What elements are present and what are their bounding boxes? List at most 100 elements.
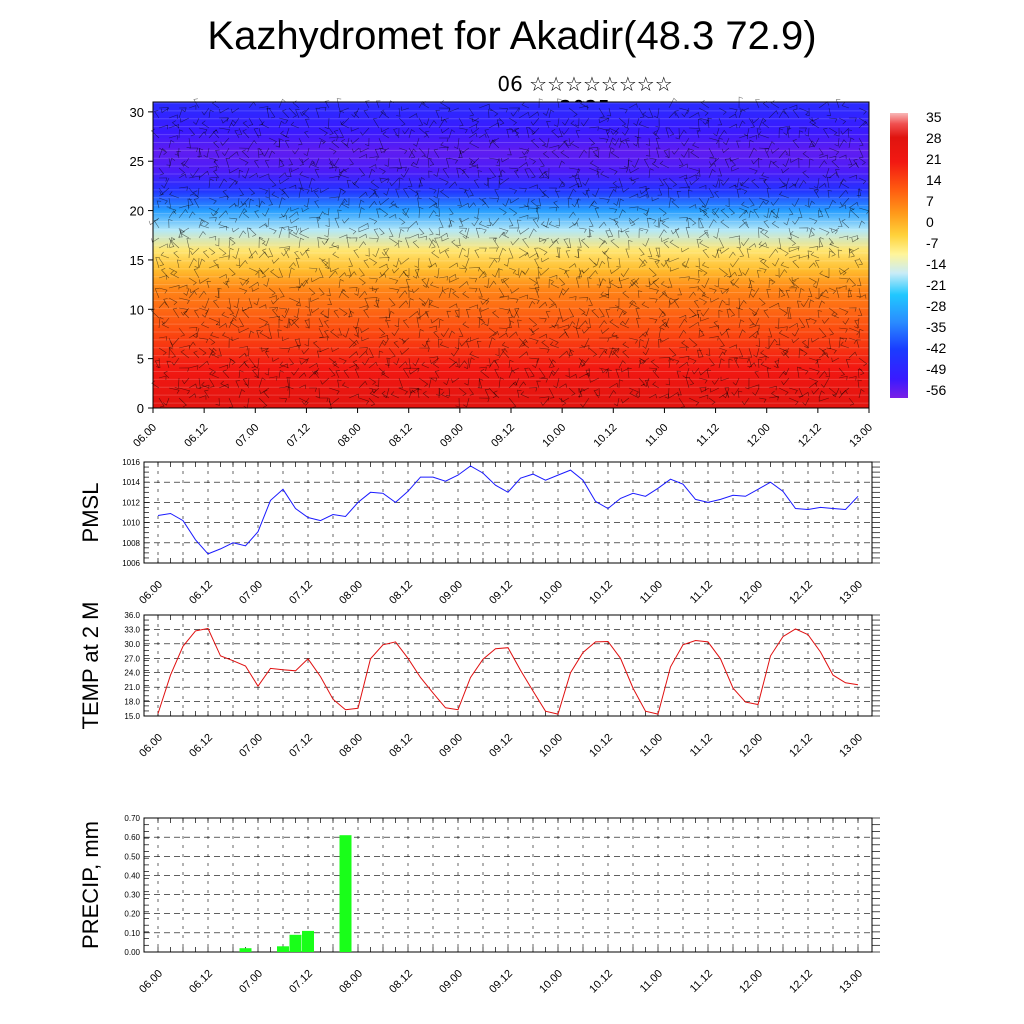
wind-barb xyxy=(218,178,227,189)
wind-barb xyxy=(488,327,498,337)
y-tick-label: 15 xyxy=(130,253,144,268)
wind-barb xyxy=(488,107,499,117)
wind-barb xyxy=(358,267,365,277)
wind-barb xyxy=(508,397,517,409)
wind-barb xyxy=(318,137,326,145)
colorbar-label: 21 xyxy=(926,151,942,167)
wind-barb xyxy=(548,337,559,346)
wind-barb xyxy=(298,384,307,389)
y-axis-label: PRECIP, mm xyxy=(78,821,103,949)
wind-barb xyxy=(197,147,202,158)
wind-barb xyxy=(608,147,615,159)
wind-barb xyxy=(713,227,720,239)
wind-barb xyxy=(728,307,736,317)
wind-barb xyxy=(608,167,618,175)
wind-barb xyxy=(530,138,540,149)
wind-barb xyxy=(737,390,743,399)
wind-barb xyxy=(530,199,540,209)
wind-barb xyxy=(373,188,380,199)
wind-barb xyxy=(577,237,582,248)
wind-barb xyxy=(178,167,186,176)
wind-barb xyxy=(251,287,260,292)
wind-barb xyxy=(361,336,370,342)
wind-barb xyxy=(418,147,426,157)
x-tick-label: 11.00 xyxy=(638,579,665,606)
wind-barb xyxy=(810,251,820,259)
wind-barb xyxy=(418,227,425,236)
wind-barb xyxy=(333,129,340,139)
wind-barb xyxy=(786,127,792,139)
wind-barb xyxy=(466,308,471,319)
wind-barb xyxy=(532,357,540,369)
wind-barb xyxy=(791,327,800,337)
wind-barb xyxy=(288,211,299,219)
wind-barb xyxy=(218,210,228,219)
wind-barb xyxy=(711,207,720,216)
wind-barb xyxy=(565,250,571,259)
wind-barb xyxy=(169,191,180,199)
wind-barb xyxy=(378,339,387,349)
wind-barb xyxy=(288,286,300,291)
wind-barb xyxy=(259,330,270,339)
wind-barb xyxy=(478,317,486,325)
wind-barb xyxy=(213,259,220,269)
wind-barb xyxy=(829,241,840,249)
wind-barb xyxy=(858,157,866,166)
wind-barb xyxy=(526,127,531,139)
wind-barb xyxy=(770,390,780,399)
wind-barb xyxy=(310,187,320,193)
wind-barb xyxy=(358,397,370,405)
wind-barb xyxy=(448,361,459,369)
wind-barb xyxy=(263,277,270,287)
wind-barb xyxy=(628,206,639,211)
wind-barb xyxy=(423,117,430,126)
wind-barb xyxy=(386,357,391,369)
wind-barb xyxy=(208,178,214,189)
wind-barb xyxy=(318,267,324,279)
wind-barb xyxy=(316,217,321,229)
wind-barb xyxy=(550,281,560,289)
wind-barb xyxy=(328,367,336,377)
wind-barb xyxy=(438,177,449,186)
wind-barb xyxy=(738,209,749,219)
wind-barb xyxy=(592,187,600,198)
wind-barb xyxy=(439,247,450,254)
x-tick-label: 06.12 xyxy=(187,968,215,996)
wind-barb xyxy=(288,262,296,269)
wind-barb xyxy=(241,149,250,159)
wind-barb xyxy=(698,217,704,229)
wind-barb xyxy=(548,274,558,280)
wind-barb xyxy=(808,277,817,285)
wind-barb xyxy=(218,323,228,329)
wind-barb xyxy=(538,247,548,256)
wind-barb xyxy=(248,198,255,209)
wind-barb xyxy=(551,367,560,377)
wind-barb xyxy=(629,300,640,309)
wind-barb xyxy=(278,138,284,149)
wind-barb xyxy=(348,257,353,267)
y-tick-label: 0.00 xyxy=(124,948,140,957)
wind-barb xyxy=(192,117,200,126)
wind-barb xyxy=(543,107,550,116)
wind-barb xyxy=(558,383,567,389)
wind-barb xyxy=(818,154,828,160)
wind-barb xyxy=(432,361,440,369)
wind-barb xyxy=(338,198,348,209)
wind-barb xyxy=(488,387,498,398)
wind-barb xyxy=(198,127,208,134)
wind-barb xyxy=(412,240,420,249)
wind-barb xyxy=(378,167,386,175)
wind-barb xyxy=(553,377,560,389)
wind-barb xyxy=(534,287,540,299)
wind-barb xyxy=(160,251,170,259)
wind-barb xyxy=(598,221,607,229)
wind-barb xyxy=(198,258,206,269)
wind-barb xyxy=(783,217,790,226)
wind-barb xyxy=(186,238,191,249)
wind-barb xyxy=(635,387,641,397)
wind-barb xyxy=(231,227,240,233)
wind-barb xyxy=(782,108,790,119)
wind-barb xyxy=(638,107,645,118)
wind-barb xyxy=(714,190,720,199)
wind-barb xyxy=(609,319,620,329)
